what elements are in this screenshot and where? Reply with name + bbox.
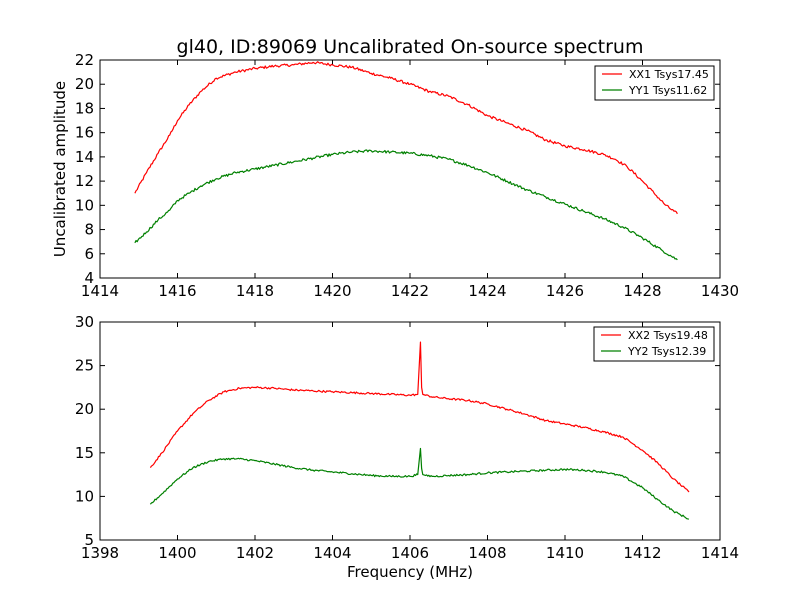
bottom-x-tick-label: 1402 [236, 544, 274, 562]
top-y-tick-label: 6 [84, 245, 94, 263]
bottom-y-tick-label: 5 [84, 531, 94, 549]
top-y-tick-label: 22 [75, 51, 94, 69]
top-y-tick-label: 12 [75, 172, 94, 190]
bottom-y-tick-label: 30 [75, 313, 94, 331]
top-series-xx-line [134, 61, 678, 215]
bottom-plot-frame [99, 321, 721, 541]
top-x-tick-label: 1416 [158, 282, 196, 300]
top-x-tick-label: 1418 [236, 282, 274, 300]
top-x-tick-label: 1420 [313, 282, 351, 300]
bottom-y-tick-label: 25 [75, 357, 94, 375]
legend-label-yy1: YY1 Tsys11.62 [628, 84, 707, 97]
top-x-tick-label: 1426 [546, 282, 584, 300]
top-chart-title: gl40, ID:89069 Uncalibrated On-source sp… [177, 36, 644, 58]
top-y-tick-label: 4 [84, 269, 94, 287]
top-y-tick-label: 8 [84, 221, 94, 239]
top-x-tick-label: 1428 [623, 282, 661, 300]
top-legend: XX1 Tsys17.45 YY1 Tsys11.62 [594, 65, 715, 101]
top-y-tick-label: 20 [75, 75, 94, 93]
bottom-y-tick-label: 10 [75, 487, 94, 505]
bottom-series-layer [149, 341, 690, 520]
top-x-tick-label: 1424 [468, 282, 506, 300]
top-plot-frame [99, 59, 721, 279]
legend-label-yy2: YY2 Tsys12.39 [627, 345, 706, 358]
bottom-x-tick-label: 1404 [313, 544, 351, 562]
top-y-tick-label: 16 [75, 124, 94, 142]
legend-label-xx1: XX1 Tsys17.45 [629, 68, 709, 81]
bottom-x-tick-label: 1400 [158, 544, 196, 562]
top-series-yy-line [134, 149, 678, 261]
top-x-tick-label: 1422 [391, 282, 429, 300]
bottom-spectrum-panel: Frequency (MHz) 1398 1400 1402 1404 1406 1408… [75, 313, 739, 581]
bottom-legend: XX2 Tsys19.48 YY2 Tsys12.39 [593, 326, 715, 362]
top-y-tick-label: 14 [75, 148, 94, 166]
bottom-x-tick-label: 1412 [623, 544, 661, 562]
legend-label-xx2: XX2 Tsys19.48 [628, 329, 708, 342]
bottom-series-xx-line [149, 341, 690, 493]
top-axis-ticks: 1414 1416 1418 1420 1422 1424 1426 1428 14304681… [75, 51, 739, 300]
top-y-axis-label: Uncalibrated amplitude [51, 81, 69, 257]
bottom-x-tick-label: 1410 [546, 544, 584, 562]
top-legend-box [594, 65, 715, 101]
bottom-x-tick-label: 1406 [391, 544, 429, 562]
bottom-legend-box [593, 326, 715, 362]
top-y-tick-label: 10 [75, 196, 94, 214]
bottom-x-tick-label: 1408 [468, 544, 506, 562]
top-y-tick-label: 18 [75, 99, 94, 117]
top-spectrum-panel: gl40, ID:89069 Uncalibrated On-source sp… [51, 36, 739, 300]
top-x-tick-label: 1430 [701, 282, 739, 300]
bottom-x-tick-label: 1398 [81, 544, 119, 562]
bottom-x-axis-label: Frequency (MHz) [347, 563, 473, 581]
top-x-tick-label: 1414 [81, 282, 119, 300]
bottom-series-yy-line [149, 447, 690, 520]
top-series-layer [134, 61, 678, 261]
bottom-y-tick-label: 20 [75, 400, 94, 418]
bottom-y-tick-label: 15 [75, 444, 94, 462]
bottom-x-tick-label: 1414 [701, 544, 739, 562]
